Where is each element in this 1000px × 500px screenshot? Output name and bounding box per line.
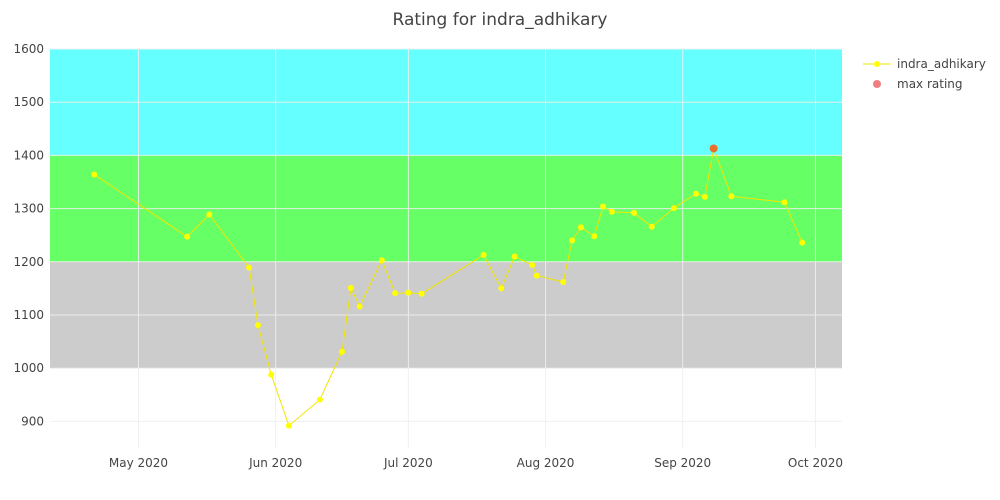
data-point[interactable] bbox=[799, 239, 806, 246]
data-point[interactable] bbox=[608, 208, 615, 215]
data-point[interactable] bbox=[285, 422, 292, 429]
data-point[interactable] bbox=[511, 253, 518, 260]
data-point[interactable] bbox=[600, 203, 607, 210]
data-point[interactable] bbox=[591, 233, 598, 240]
data-point[interactable] bbox=[480, 251, 487, 258]
data-point[interactable] bbox=[701, 193, 708, 200]
y-tick-label: 1600 bbox=[13, 42, 44, 56]
y-tick-label: 1400 bbox=[13, 148, 44, 162]
legend-marker-icon bbox=[874, 61, 880, 67]
grid-lines bbox=[50, 48, 842, 448]
data-point[interactable] bbox=[533, 272, 540, 279]
x-tick-label: Oct 2020 bbox=[788, 456, 843, 470]
data-point[interactable] bbox=[670, 205, 677, 212]
x-axis-ticks: May 2020 Jun 2020 Jul 2020 Aug 2020 Sep 2020… bbox=[109, 456, 843, 470]
x-tick-label: Aug 2020 bbox=[517, 456, 575, 470]
data-point[interactable] bbox=[246, 264, 253, 271]
y-tick-label: 900 bbox=[21, 414, 44, 428]
data-point[interactable] bbox=[569, 237, 576, 244]
y-tick-label: 1000 bbox=[13, 361, 44, 375]
data-point[interactable] bbox=[728, 193, 735, 200]
y-tick-label: 1300 bbox=[13, 202, 44, 216]
x-tick-label: May 2020 bbox=[109, 456, 168, 470]
legend-item-max-rating[interactable]: max rating bbox=[873, 77, 963, 91]
data-point[interactable] bbox=[577, 224, 584, 231]
data-point[interactable] bbox=[560, 279, 567, 286]
data-point[interactable] bbox=[206, 211, 213, 218]
x-tick-label: Sep 2020 bbox=[654, 456, 711, 470]
legend-marker-icon bbox=[873, 80, 881, 88]
data-point[interactable] bbox=[347, 284, 354, 291]
data-point[interactable] bbox=[392, 290, 399, 297]
data-point[interactable] bbox=[184, 233, 191, 240]
max-rating-point[interactable] bbox=[709, 144, 718, 153]
chart-title: Rating for indra_adhikary bbox=[393, 10, 608, 30]
data-point[interactable] bbox=[91, 171, 98, 178]
data-point[interactable] bbox=[631, 209, 638, 216]
legend-label-max-rating: max rating bbox=[897, 77, 963, 91]
data-point[interactable] bbox=[498, 285, 505, 292]
data-point[interactable] bbox=[529, 261, 536, 268]
data-point[interactable] bbox=[378, 257, 385, 264]
data-point[interactable] bbox=[356, 303, 363, 310]
x-tick-label: Jul 2020 bbox=[383, 456, 433, 470]
data-point[interactable] bbox=[781, 199, 788, 206]
y-tick-label: 1500 bbox=[13, 95, 44, 109]
y-axis-ticks: 900 1000 1100 1200 1300 1400 1500 1600 bbox=[13, 42, 44, 428]
data-point[interactable] bbox=[339, 348, 346, 355]
legend[interactable]: indra_adhikary max rating bbox=[863, 57, 986, 91]
series-layer bbox=[91, 144, 806, 429]
data-point[interactable] bbox=[268, 371, 275, 378]
legend-item-series[interactable]: indra_adhikary bbox=[863, 57, 986, 71]
data-point[interactable] bbox=[648, 223, 655, 230]
y-tick-label: 1100 bbox=[13, 308, 44, 322]
y-tick-label: 1200 bbox=[13, 255, 44, 269]
x-tick-label: Jun 2020 bbox=[248, 456, 302, 470]
data-point[interactable] bbox=[692, 190, 699, 197]
data-point[interactable] bbox=[254, 322, 261, 329]
data-point[interactable] bbox=[405, 289, 412, 296]
data-point[interactable] bbox=[316, 396, 323, 403]
legend-label-series: indra_adhikary bbox=[897, 57, 986, 71]
data-point[interactable] bbox=[418, 290, 425, 297]
